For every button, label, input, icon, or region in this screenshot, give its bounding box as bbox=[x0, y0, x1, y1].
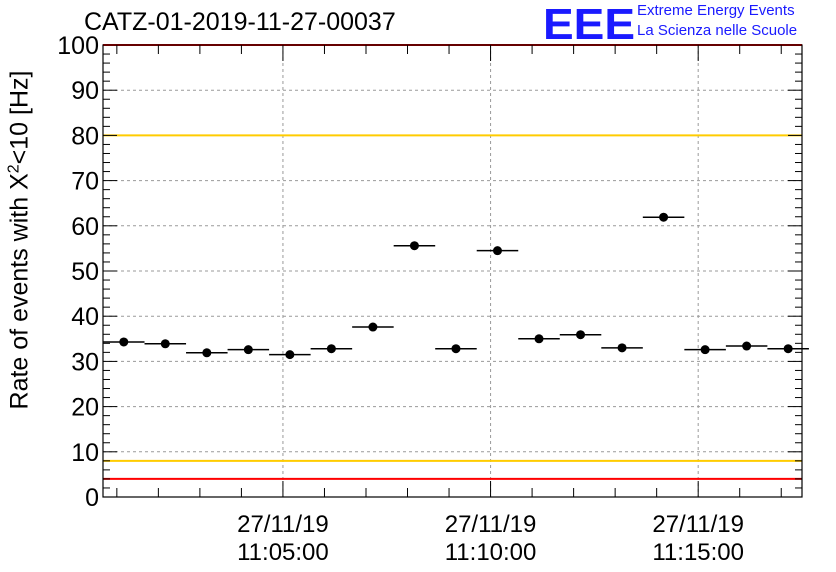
data-point bbox=[326, 344, 336, 354]
data-point bbox=[742, 341, 752, 351]
x-tick-label-time: 11:10:00 bbox=[445, 539, 537, 566]
y-tick-label: 80 bbox=[71, 122, 99, 150]
data-point bbox=[659, 212, 669, 222]
y-tick-label: 100 bbox=[57, 32, 99, 60]
data-point bbox=[492, 246, 502, 256]
data-point bbox=[409, 241, 419, 251]
y-axis-label-main: Rate of events with X bbox=[5, 173, 34, 410]
y-tick-label: 40 bbox=[71, 303, 99, 331]
y-axis-label-superscript: 2 bbox=[5, 164, 23, 174]
data-points bbox=[103, 212, 809, 360]
data-point bbox=[700, 345, 710, 355]
data-point bbox=[202, 348, 212, 358]
x-tick-label-date: 27/11/19 bbox=[445, 511, 537, 538]
y-tick-label: 70 bbox=[71, 168, 99, 196]
y-tick-label: 30 bbox=[71, 348, 99, 376]
eee-logo: EEE bbox=[543, 2, 635, 42]
data-point bbox=[368, 322, 378, 332]
y-tick-label: 0 bbox=[85, 484, 99, 512]
x-tick-label-time: 11:05:00 bbox=[237, 539, 329, 566]
data-point bbox=[534, 334, 544, 344]
chart-title: CATZ-01-2019-11-27-00037 bbox=[84, 8, 396, 36]
data-point bbox=[243, 345, 253, 355]
logo-line-2: La Scienza nelle Scuole bbox=[637, 22, 798, 39]
data-point bbox=[617, 343, 627, 353]
y-tick-label: 50 bbox=[71, 258, 99, 286]
grid-lines bbox=[103, 45, 802, 497]
reference-lines bbox=[103, 44, 802, 480]
y-tick-label: 10 bbox=[71, 439, 99, 467]
y-tick-label: 60 bbox=[71, 213, 99, 241]
data-point bbox=[451, 344, 461, 354]
data-point bbox=[576, 330, 586, 340]
logo-line-1: Extreme Energy Events bbox=[637, 2, 795, 19]
tick-labels: 010203040506070809010027/11/1911:05:0027… bbox=[57, 32, 744, 566]
y-axis-label: Rate of events with X2<10 [Hz] bbox=[5, 71, 34, 410]
x-tick-label-date: 27/11/19 bbox=[652, 511, 744, 538]
data-point bbox=[119, 337, 129, 347]
y-tick-label: 90 bbox=[71, 77, 99, 105]
x-tick-label-time: 11:15:00 bbox=[652, 539, 744, 566]
y-tick-label: 20 bbox=[71, 394, 99, 422]
y-axis-label-suffix: <10 [Hz] bbox=[5, 70, 34, 165]
axes bbox=[102, 44, 803, 498]
x-tick-label-date: 27/11/19 bbox=[237, 511, 329, 538]
data-point bbox=[160, 339, 170, 349]
data-point bbox=[285, 350, 295, 360]
data-point bbox=[783, 344, 793, 354]
eee-logo-mark: EEE bbox=[543, 2, 635, 42]
